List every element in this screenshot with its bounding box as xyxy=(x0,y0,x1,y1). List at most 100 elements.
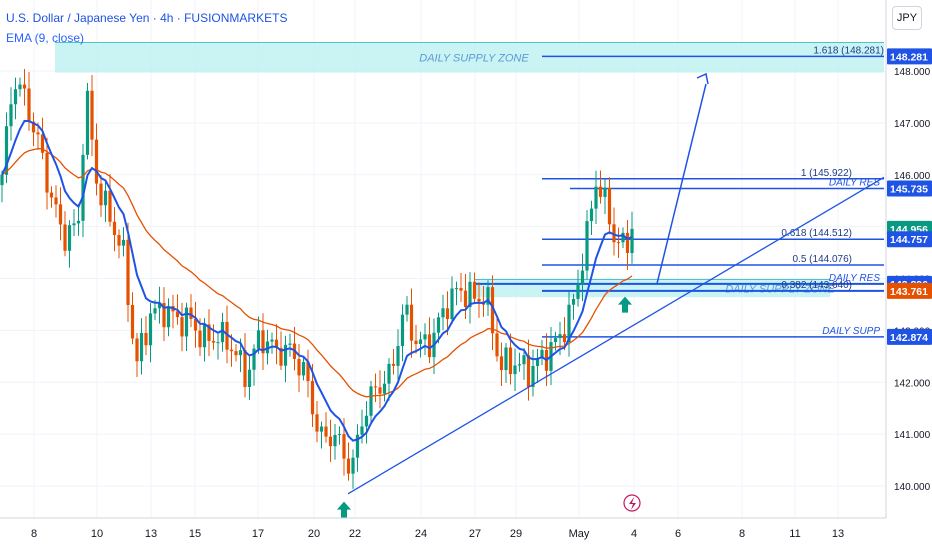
flash-circle xyxy=(623,494,641,512)
x-tick-label: 20 xyxy=(308,528,320,540)
candle-body xyxy=(567,304,571,343)
candle-body xyxy=(562,334,567,343)
x-tick-label: 6 xyxy=(675,528,681,540)
candle-body xyxy=(499,356,504,371)
candle-body xyxy=(477,298,481,302)
candle-body xyxy=(58,204,63,225)
y-tick-label: 141.000 xyxy=(894,430,931,441)
candle-body xyxy=(630,228,634,254)
candle-body xyxy=(342,434,346,459)
candle-body xyxy=(216,342,220,344)
candle-body xyxy=(526,355,531,388)
x-tick-label: 4 xyxy=(631,528,637,540)
candle-body xyxy=(607,187,612,225)
flash-bolt xyxy=(629,497,636,510)
candle-body xyxy=(175,311,180,318)
x-tick-label: 11 xyxy=(789,528,800,540)
ema-lines xyxy=(1,119,633,442)
candle-body xyxy=(184,307,189,337)
candle-body xyxy=(396,346,400,366)
y-tick-label: 140.000 xyxy=(894,482,931,493)
candle-body xyxy=(288,343,292,345)
candle-body xyxy=(45,152,49,193)
candle-body xyxy=(234,351,238,356)
up-arrow-icon xyxy=(337,501,351,518)
candle-body xyxy=(85,90,90,155)
time-axis: 8 10 13 15 17 20 22 24 27 29 May 4 6 8 11 13 xyxy=(31,528,844,540)
candle-body xyxy=(252,348,256,370)
candle-body xyxy=(576,284,580,299)
x-tick-label: 13 xyxy=(832,528,844,540)
candle-body xyxy=(436,317,441,333)
candle-body xyxy=(67,225,72,251)
x-tick-label: 13 xyxy=(145,528,157,540)
level-label: DAILY RES xyxy=(829,273,880,284)
candle-body xyxy=(211,340,216,343)
candle-body xyxy=(13,89,18,105)
candle-body xyxy=(94,139,99,184)
candle-body xyxy=(76,220,81,224)
drawing-overlays xyxy=(337,72,885,518)
level-label: 1.618 (148.281) xyxy=(813,45,884,56)
price-label: 148.281 xyxy=(890,51,928,63)
candle-body xyxy=(319,426,324,432)
candle-body xyxy=(531,365,535,388)
candle-body xyxy=(238,350,243,356)
candle-body xyxy=(486,287,490,305)
candle-body xyxy=(504,347,508,371)
currency-selector[interactable]: JPY xyxy=(892,6,922,30)
candle-body xyxy=(108,190,112,222)
candle-body xyxy=(72,223,76,226)
x-tick-label: 22 xyxy=(349,528,361,540)
price-label-bg xyxy=(887,328,932,345)
price-label-bg xyxy=(887,180,932,197)
candle-body xyxy=(144,332,148,346)
candle-body xyxy=(405,304,409,315)
candle-body xyxy=(0,174,4,186)
level-label: 0.5 (144.076) xyxy=(793,254,853,265)
candle-body xyxy=(558,334,562,339)
indicator-legend[interactable]: EMA (9, close) xyxy=(6,31,85,45)
candle-body xyxy=(301,362,306,376)
candle-body xyxy=(36,132,40,135)
candle-body xyxy=(540,349,544,358)
candle-body xyxy=(229,349,234,352)
candle-body xyxy=(243,350,247,387)
candle-body xyxy=(369,386,373,416)
candle-body xyxy=(594,186,598,209)
x-tick-label: 8 xyxy=(739,528,745,540)
candle-body xyxy=(18,84,22,90)
candle-body xyxy=(261,330,265,354)
candle-body xyxy=(337,434,342,436)
trend-line xyxy=(347,176,885,495)
candle-body xyxy=(202,324,207,348)
candle-body xyxy=(522,355,526,365)
up-arrow-icon xyxy=(618,296,632,313)
candle-body xyxy=(139,332,144,362)
x-tick-label: May xyxy=(569,528,590,540)
candle-body xyxy=(81,154,85,221)
candle-body xyxy=(283,344,288,366)
candle-body xyxy=(148,313,153,346)
candle-body xyxy=(571,298,576,305)
candle-body xyxy=(423,334,427,340)
candle-body xyxy=(360,426,364,435)
candle-body xyxy=(112,221,117,236)
projection-arrowhead xyxy=(696,72,709,85)
candle-body xyxy=(427,334,432,358)
candle-body xyxy=(625,232,630,254)
candle-body xyxy=(387,363,391,384)
candle-body xyxy=(391,363,396,366)
candle-body xyxy=(27,88,31,122)
candle-body xyxy=(598,186,603,197)
candle-body xyxy=(414,340,418,344)
candle-body xyxy=(535,357,540,366)
candle-body xyxy=(472,281,477,299)
candle-body xyxy=(490,287,495,334)
candle-body xyxy=(121,239,126,246)
x-tick-label: 24 xyxy=(415,528,427,540)
price-label: 144.757 xyxy=(890,234,928,246)
candle-body xyxy=(409,304,414,341)
candle-body xyxy=(162,302,166,328)
